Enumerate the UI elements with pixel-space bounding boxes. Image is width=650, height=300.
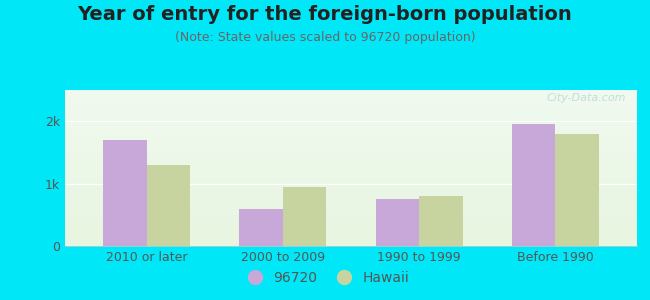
Bar — [419, 196, 463, 246]
Text: (Note: State values scaled to 96720 population): (Note: State values scaled to 96720 popu… — [175, 32, 475, 44]
Text: Year of entry for the foreign-born population: Year of entry for the foreign-born popul… — [77, 4, 573, 23]
Bar — [512, 124, 555, 246]
Bar — [147, 165, 190, 246]
Text: City-Data.com: City-Data.com — [546, 93, 625, 103]
Bar — [376, 199, 419, 246]
Bar — [283, 187, 326, 246]
Bar — [555, 134, 599, 246]
Bar — [239, 208, 283, 246]
Legend: 96720, Hawaii: 96720, Hawaii — [235, 265, 415, 290]
Bar — [103, 140, 147, 246]
